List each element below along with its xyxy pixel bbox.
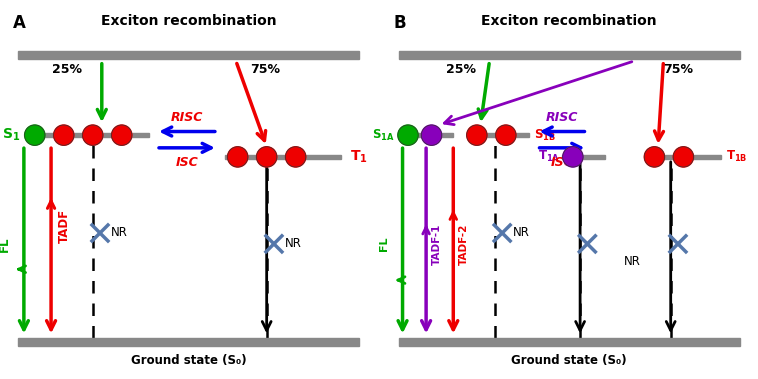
Text: Exciton recombination: Exciton recombination xyxy=(101,14,277,28)
Bar xyxy=(27,133,149,137)
Text: Ground state (S₀): Ground state (S₀) xyxy=(131,354,246,367)
Text: Ground state (S₀): Ground state (S₀) xyxy=(512,354,627,367)
Text: $\mathbf{T_{1B}}$: $\mathbf{T_{1B}}$ xyxy=(725,149,747,164)
Circle shape xyxy=(54,125,74,145)
Circle shape xyxy=(421,125,442,145)
Circle shape xyxy=(644,147,665,167)
Text: $\mathbf{S_{1A}}$: $\mathbf{S_{1A}}$ xyxy=(372,128,395,143)
Text: Exciton recombination: Exciton recombination xyxy=(481,14,657,28)
Circle shape xyxy=(24,125,45,145)
Text: $\mathbf{S_{1B}}$: $\mathbf{S_{1B}}$ xyxy=(534,128,556,143)
Text: ISC: ISC xyxy=(550,156,573,169)
Circle shape xyxy=(83,125,103,145)
Text: A: A xyxy=(13,14,26,32)
Bar xyxy=(18,52,359,60)
Text: 25%: 25% xyxy=(446,63,475,77)
Text: $\mathbf{S_1}$: $\mathbf{S_1}$ xyxy=(2,127,20,143)
Text: NR: NR xyxy=(111,227,128,240)
Circle shape xyxy=(467,125,487,145)
Text: TADF-1: TADF-1 xyxy=(432,223,442,265)
Text: 75%: 75% xyxy=(663,63,693,77)
Text: 25%: 25% xyxy=(52,63,83,77)
Text: NR: NR xyxy=(513,227,530,240)
Circle shape xyxy=(398,125,418,145)
Text: ISC: ISC xyxy=(176,156,199,169)
Bar xyxy=(468,133,529,137)
Circle shape xyxy=(673,147,694,167)
Bar xyxy=(401,133,453,137)
Circle shape xyxy=(227,147,248,167)
Text: FL: FL xyxy=(0,236,11,252)
Text: FL: FL xyxy=(380,236,390,251)
Bar xyxy=(399,52,740,60)
Circle shape xyxy=(562,147,583,167)
Bar xyxy=(645,155,722,159)
Text: TADF: TADF xyxy=(58,209,70,243)
Text: B: B xyxy=(393,14,406,32)
Text: $\mathbf{T_{1A}}$: $\mathbf{T_{1A}}$ xyxy=(538,149,560,164)
Bar xyxy=(18,338,359,346)
Text: NR: NR xyxy=(285,237,302,251)
Text: RISC: RISC xyxy=(546,111,578,124)
Bar xyxy=(399,338,740,346)
Circle shape xyxy=(256,147,277,167)
Text: 75%: 75% xyxy=(250,63,280,77)
Bar xyxy=(225,155,341,159)
Circle shape xyxy=(286,147,305,167)
Bar xyxy=(562,155,606,159)
Text: $\mathbf{T_1}$: $\mathbf{T_1}$ xyxy=(350,149,368,165)
Circle shape xyxy=(496,125,516,145)
Text: RISC: RISC xyxy=(171,111,203,124)
Text: NR: NR xyxy=(625,255,641,268)
Circle shape xyxy=(111,125,132,145)
Text: TADF-2: TADF-2 xyxy=(459,223,469,265)
